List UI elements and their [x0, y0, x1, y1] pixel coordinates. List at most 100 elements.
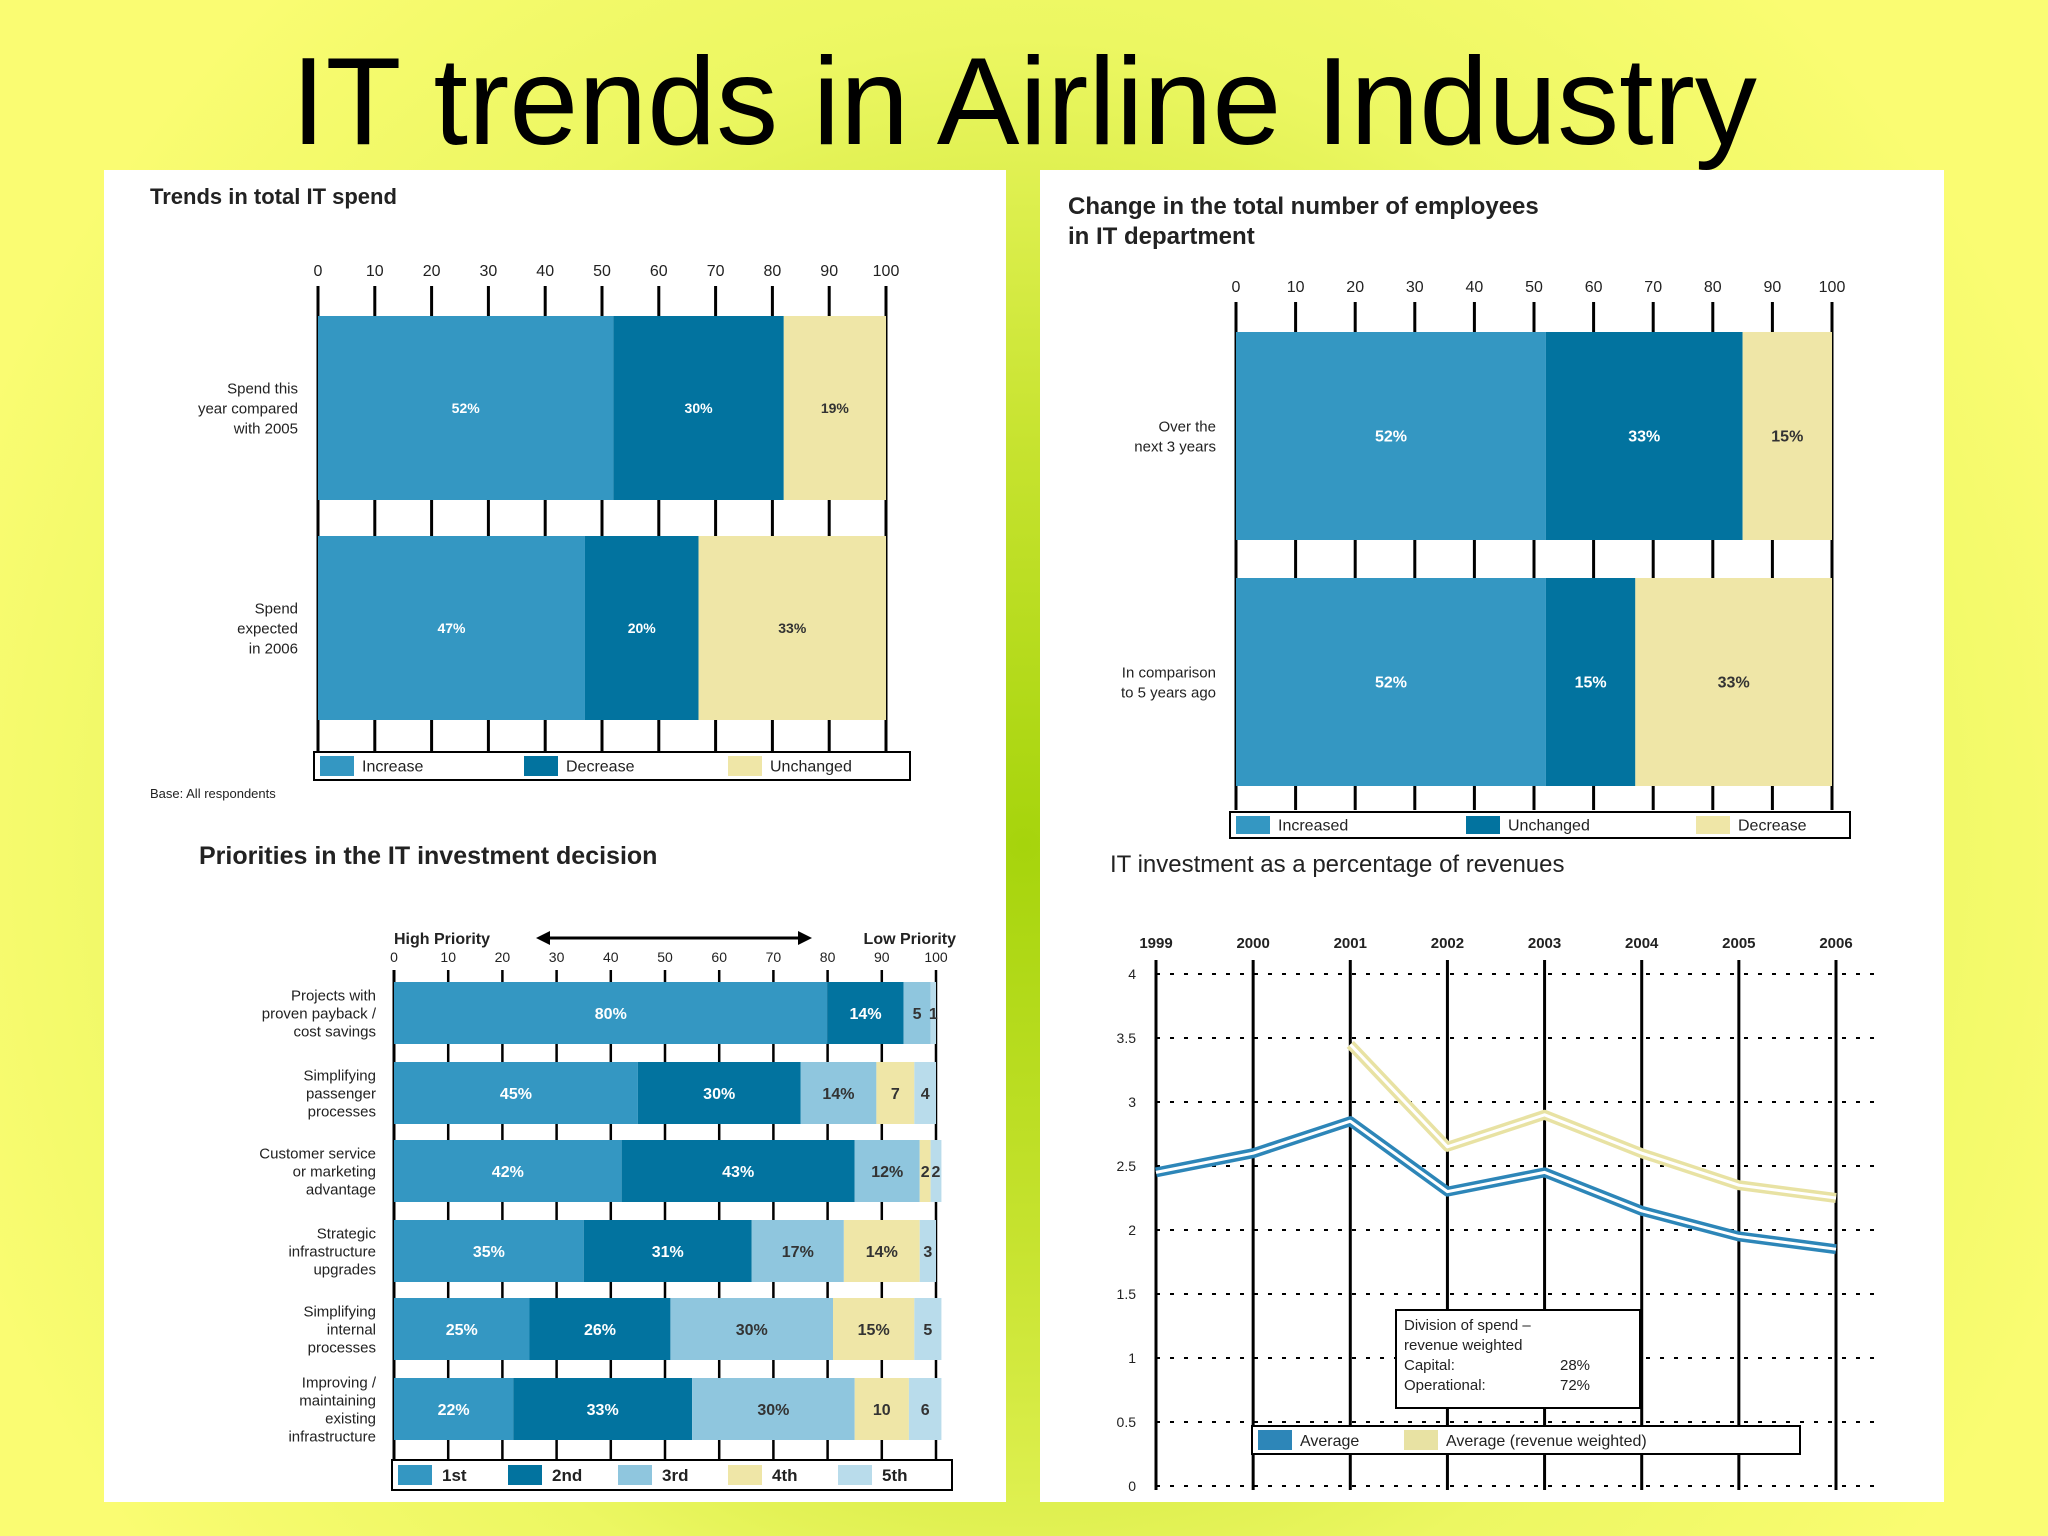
- category-label: with 2005: [233, 420, 298, 437]
- legend-box: [1251, 1425, 1801, 1455]
- chart-title: Trends in total IT spend: [150, 184, 397, 209]
- bar-value-label: 30%: [736, 1322, 768, 1339]
- y-tick-label: 1.5: [1117, 1286, 1137, 1302]
- category-label: or marketing: [293, 1163, 376, 1180]
- annotation-key: Capital:: [1404, 1357, 1455, 1374]
- bar-value-label: 4: [921, 1086, 930, 1103]
- x-tick-label: 20: [1346, 279, 1364, 296]
- category-label: upgrades: [313, 1261, 376, 1278]
- bar-segment: [827, 982, 904, 1044]
- bar-segment: [621, 1140, 855, 1202]
- category-label: cost savings: [293, 1023, 376, 1040]
- bar-value-label: 15%: [858, 1322, 890, 1339]
- legend-box: [313, 751, 911, 781]
- y-tick-label: 0: [1128, 1478, 1136, 1494]
- category-label: Spend: [255, 600, 298, 617]
- annotation-subtitle: revenue weighted: [1404, 1337, 1522, 1354]
- bar-value-label: 47%: [437, 620, 466, 636]
- axis-caption-high: High Priority: [394, 931, 490, 948]
- x-tick-label: 0: [1232, 279, 1241, 296]
- bar-segment: [903, 982, 931, 1044]
- legend-label: 3rd: [662, 1466, 688, 1485]
- y-tick-label: 1: [1128, 1350, 1136, 1366]
- series-line-inner: [1155, 1119, 1837, 1251]
- arrow-left-icon: [536, 931, 550, 945]
- legend-swatch: [1258, 1430, 1292, 1450]
- x-tick-label: 90: [874, 949, 890, 965]
- category-label: infrastructure: [288, 1243, 376, 1260]
- category-label: maintaining: [299, 1392, 376, 1409]
- category-label: advantage: [306, 1181, 376, 1198]
- bar-value-label: 14%: [866, 1244, 898, 1261]
- x-tick-label: 30: [1406, 279, 1424, 296]
- x-tick-label: 2001: [1334, 935, 1367, 952]
- bar-segment: [914, 1062, 936, 1124]
- legend-swatch: [1696, 816, 1730, 834]
- category-label: Customer service: [259, 1145, 376, 1162]
- category-label: Projects with: [291, 987, 376, 1004]
- arrow-right-icon: [798, 931, 812, 945]
- bar-segment: [394, 1298, 530, 1360]
- bar-value-label: 5: [913, 1006, 922, 1023]
- bar-segment: [318, 316, 614, 500]
- bar-segment: [513, 1378, 693, 1440]
- legend-label: Unchanged: [1508, 818, 1590, 835]
- bar-value-label: 12%: [871, 1164, 903, 1181]
- category-label: In comparison: [1122, 664, 1216, 681]
- bar-segment: [783, 316, 886, 500]
- chart-title: IT investment as a percentage of revenue…: [1110, 851, 1565, 878]
- bar-segment: [919, 1220, 936, 1282]
- bar-value-label: 10: [873, 1402, 891, 1419]
- bar-segment: [637, 1062, 801, 1124]
- legend-label: Decrease: [1738, 818, 1807, 835]
- legend-swatch: [320, 756, 354, 776]
- x-tick-label: 1999: [1139, 935, 1172, 952]
- x-tick-label: 20: [495, 949, 511, 965]
- bar-segment: [854, 1140, 920, 1202]
- bar-value-label: 14%: [822, 1086, 854, 1103]
- x-tick-label: 100: [1819, 279, 1846, 296]
- axis-caption-low: Low Priority: [864, 931, 957, 948]
- bar-value-label: 19%: [821, 400, 850, 416]
- bar-segment: [930, 982, 936, 1044]
- bar-segment: [919, 1140, 931, 1202]
- x-tick-label: 10: [1287, 279, 1305, 296]
- legend-label: Increase: [362, 759, 423, 776]
- category-label: existing: [325, 1410, 376, 1427]
- category-label: Simplifying: [303, 1303, 376, 1320]
- legend-label: Decrease: [566, 759, 635, 776]
- bar-segment: [529, 1298, 671, 1360]
- category-label: Spend this: [227, 380, 298, 397]
- bar-segment: [318, 536, 585, 720]
- category-label: Improving /: [302, 1374, 377, 1391]
- x-tick-label: 60: [711, 949, 727, 965]
- y-tick-label: 3.5: [1117, 1030, 1137, 1046]
- bar-value-label: 3: [923, 1244, 932, 1261]
- bar-value-label: 20%: [628, 620, 657, 636]
- bar-value-label: 35%: [473, 1244, 505, 1261]
- x-tick-label: 90: [1764, 279, 1782, 296]
- category-label: year compared: [198, 400, 298, 417]
- x-tick-label: 40: [536, 263, 554, 280]
- bar-value-label: 15%: [1771, 429, 1803, 446]
- bar-value-label: 17%: [782, 1244, 814, 1261]
- legend-swatch: [508, 1465, 542, 1485]
- legend-swatch: [728, 1465, 762, 1485]
- x-tick-label: 50: [593, 263, 611, 280]
- bar-value-label: 5: [923, 1322, 932, 1339]
- y-tick-label: 0.5: [1117, 1414, 1137, 1430]
- x-tick-label: 80: [1704, 279, 1722, 296]
- bar-segment: [833, 1298, 915, 1360]
- chart-title: Change in the total number of employees: [1068, 193, 1539, 220]
- bar-value-label: 6: [921, 1402, 930, 1419]
- bar-value-label: 30%: [757, 1402, 789, 1419]
- x-tick-label: 30: [480, 263, 498, 280]
- right-chart-panel: Change in the total number of employees i…: [1040, 170, 1944, 1502]
- bar-segment: [692, 1378, 855, 1440]
- bar-value-label: 33%: [587, 1402, 619, 1419]
- y-tick-label: 2: [1128, 1222, 1136, 1238]
- bar-segment: [584, 536, 699, 720]
- legend-label: Average (revenue weighted): [1446, 1433, 1647, 1450]
- legend-swatch: [618, 1465, 652, 1485]
- bar-value-label: 2: [932, 1164, 941, 1181]
